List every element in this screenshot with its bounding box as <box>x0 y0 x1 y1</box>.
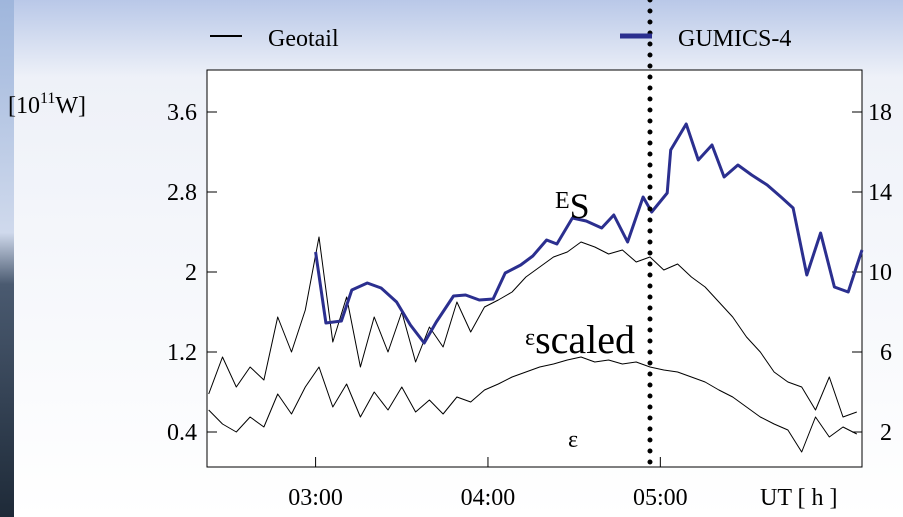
legend-label: Geotail <box>268 26 339 52</box>
annotation: ε <box>568 427 578 453</box>
y-axis-label: [1011W] <box>8 90 86 119</box>
y2-tick-label: 10 <box>868 260 892 286</box>
annotation-sub: scaled <box>535 317 635 362</box>
x-tick-label: 03:00 <box>288 485 343 511</box>
y2-tick-label: 14 <box>868 180 892 206</box>
y2-tick-label: 6 <box>880 340 892 366</box>
series-line <box>314 122 864 345</box>
annotation-text: E <box>555 188 570 214</box>
plot-area <box>206 69 863 468</box>
series-line <box>208 236 857 418</box>
annotation: εscaled <box>525 317 635 362</box>
y-tick-label: 1.2 <box>167 340 197 366</box>
annotation: ES <box>555 186 590 226</box>
y-tick-label: 2.8 <box>167 180 197 206</box>
series-line <box>208 356 858 453</box>
background-edge <box>0 0 14 517</box>
annotation-text: ε <box>568 427 578 453</box>
legend-label: GUMICS-4 <box>678 26 791 52</box>
y-tick-label: 0.4 <box>167 420 197 446</box>
plot-layer: 0.4 1.2 2 2.8 3.6 2 6 10 14 18 03:00 04:00 05:00 <box>167 100 892 511</box>
y-tick-label: 2 <box>185 260 197 286</box>
y-tick-label: 3.6 <box>167 100 197 126</box>
annotation-text: ε <box>525 325 535 351</box>
x-axis-label: UT [ h ] <box>760 485 838 511</box>
y2-tick-label: 2 <box>880 420 892 446</box>
y2-tick-label: 18 <box>868 100 892 126</box>
x-tick-label: 05:00 <box>633 485 688 511</box>
x-tick-label: 04:00 <box>461 485 516 511</box>
annotation-sub: S <box>570 186 590 226</box>
